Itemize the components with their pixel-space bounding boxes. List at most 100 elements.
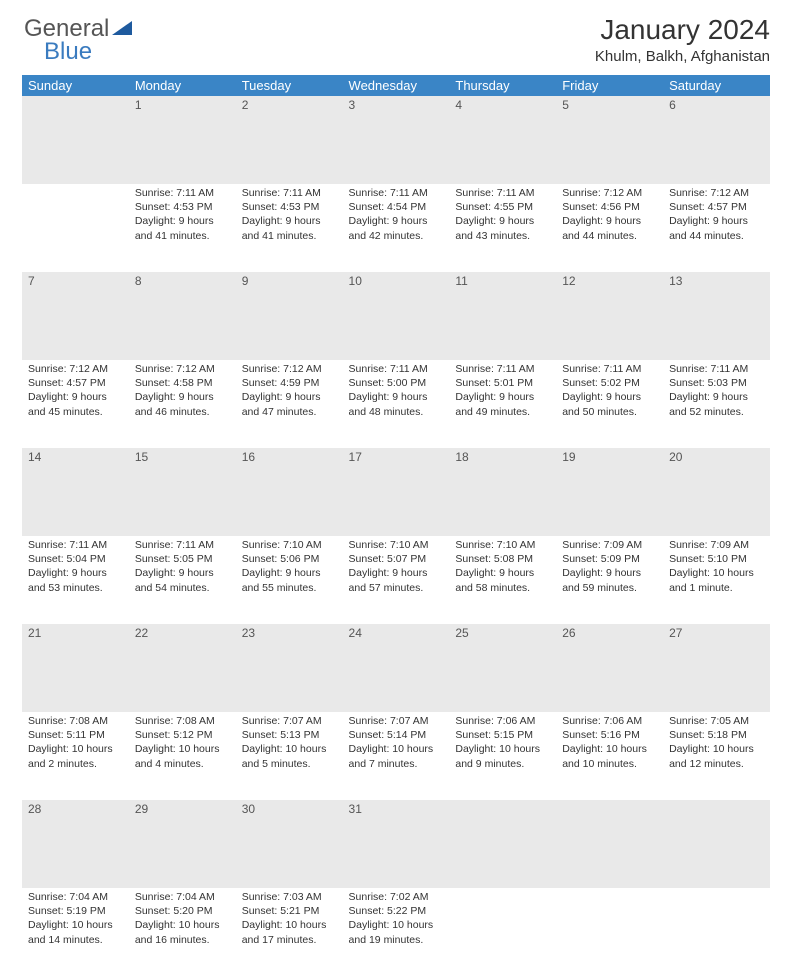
day-body: Sunrise: 7:11 AMSunset: 4:54 PMDaylight:… — [343, 184, 450, 249]
sunset-text: Sunset: 5:03 PM — [669, 376, 764, 390]
day-cell — [663, 888, 770, 976]
day-number: 9 — [236, 272, 343, 290]
sunrise-text: Sunrise: 7:04 AM — [135, 890, 230, 904]
day-cell: Sunrise: 7:08 AMSunset: 5:12 PMDaylight:… — [129, 712, 236, 800]
day-number — [22, 96, 129, 100]
day-cell: Sunrise: 7:06 AMSunset: 5:15 PMDaylight:… — [449, 712, 556, 800]
sunrise-text: Sunrise: 7:11 AM — [349, 362, 444, 376]
daylight-text: Daylight: 10 hours and 14 minutes. — [28, 918, 123, 946]
daylight-text: Daylight: 10 hours and 10 minutes. — [562, 742, 657, 770]
daylight-text: Daylight: 10 hours and 12 minutes. — [669, 742, 764, 770]
daylight-text: Daylight: 10 hours and 7 minutes. — [349, 742, 444, 770]
day-number: 19 — [556, 448, 663, 466]
sunset-text: Sunset: 5:00 PM — [349, 376, 444, 390]
day-number: 11 — [449, 272, 556, 290]
sunset-text: Sunset: 5:18 PM — [669, 728, 764, 742]
day-header: Friday — [556, 75, 663, 96]
sunrise-text: Sunrise: 7:03 AM — [242, 890, 337, 904]
daylight-text: Daylight: 9 hours and 44 minutes. — [562, 214, 657, 242]
sunrise-text: Sunrise: 7:04 AM — [28, 890, 123, 904]
day-number: 27 — [663, 624, 770, 642]
day-number: 26 — [556, 624, 663, 642]
day-cell: Sunrise: 7:12 AMSunset: 4:57 PMDaylight:… — [663, 184, 770, 272]
daylight-text: Daylight: 10 hours and 5 minutes. — [242, 742, 337, 770]
sunrise-text: Sunrise: 7:05 AM — [669, 714, 764, 728]
day-cell: Sunrise: 7:10 AMSunset: 5:08 PMDaylight:… — [449, 536, 556, 624]
day-number-cell: 17 — [343, 448, 450, 536]
page-title: January 2024 — [22, 14, 770, 46]
sunset-text: Sunset: 5:08 PM — [455, 552, 550, 566]
day-number: 7 — [22, 272, 129, 290]
sunset-text: Sunset: 5:16 PM — [562, 728, 657, 742]
week-body-row: Sunrise: 7:11 AMSunset: 4:53 PMDaylight:… — [22, 184, 770, 272]
day-body: Sunrise: 7:11 AMSunset: 5:01 PMDaylight:… — [449, 360, 556, 425]
sunset-text: Sunset: 5:02 PM — [562, 376, 657, 390]
day-cell: Sunrise: 7:02 AMSunset: 5:22 PMDaylight:… — [343, 888, 450, 976]
day-number: 21 — [22, 624, 129, 642]
day-number: 4 — [449, 96, 556, 114]
day-cell — [556, 888, 663, 976]
day-cell: Sunrise: 7:11 AMSunset: 4:55 PMDaylight:… — [449, 184, 556, 272]
day-cell: Sunrise: 7:04 AMSunset: 5:19 PMDaylight:… — [22, 888, 129, 976]
day-number: 16 — [236, 448, 343, 466]
daylight-text: Daylight: 9 hours and 41 minutes. — [242, 214, 337, 242]
day-number-cell: 6 — [663, 96, 770, 184]
day-body: Sunrise: 7:12 AMSunset: 4:56 PMDaylight:… — [556, 184, 663, 249]
day-body: Sunrise: 7:06 AMSunset: 5:15 PMDaylight:… — [449, 712, 556, 777]
day-number-cell: 31 — [343, 800, 450, 888]
daylight-text: Daylight: 10 hours and 9 minutes. — [455, 742, 550, 770]
day-number-cell: 22 — [129, 624, 236, 712]
day-cell: Sunrise: 7:04 AMSunset: 5:20 PMDaylight:… — [129, 888, 236, 976]
day-number: 25 — [449, 624, 556, 642]
sunrise-text: Sunrise: 7:08 AM — [28, 714, 123, 728]
day-body: Sunrise: 7:06 AMSunset: 5:16 PMDaylight:… — [556, 712, 663, 777]
day-number: 18 — [449, 448, 556, 466]
sunrise-text: Sunrise: 7:12 AM — [28, 362, 123, 376]
sunset-text: Sunset: 4:59 PM — [242, 376, 337, 390]
day-body: Sunrise: 7:11 AMSunset: 4:55 PMDaylight:… — [449, 184, 556, 249]
day-number-cell — [449, 800, 556, 888]
day-number — [556, 800, 663, 804]
sunset-text: Sunset: 5:07 PM — [349, 552, 444, 566]
day-number: 20 — [663, 448, 770, 466]
daylight-text: Daylight: 10 hours and 19 minutes. — [349, 918, 444, 946]
header: January 2024 Khulm, Balkh, Afghanistan — [22, 14, 770, 65]
sunset-text: Sunset: 5:12 PM — [135, 728, 230, 742]
day-header: Thursday — [449, 75, 556, 96]
sunrise-text: Sunrise: 7:02 AM — [349, 890, 444, 904]
sunrise-text: Sunrise: 7:12 AM — [135, 362, 230, 376]
day-body: Sunrise: 7:04 AMSunset: 5:20 PMDaylight:… — [129, 888, 236, 953]
sunrise-text: Sunrise: 7:08 AM — [135, 714, 230, 728]
day-body: Sunrise: 7:10 AMSunset: 5:06 PMDaylight:… — [236, 536, 343, 601]
day-body: Sunrise: 7:11 AMSunset: 5:05 PMDaylight:… — [129, 536, 236, 601]
sunset-text: Sunset: 4:54 PM — [349, 200, 444, 214]
day-body: Sunrise: 7:07 AMSunset: 5:13 PMDaylight:… — [236, 712, 343, 777]
sunset-text: Sunset: 5:15 PM — [455, 728, 550, 742]
week-body-row: Sunrise: 7:04 AMSunset: 5:19 PMDaylight:… — [22, 888, 770, 976]
day-number: 2 — [236, 96, 343, 114]
sunset-text: Sunset: 5:19 PM — [28, 904, 123, 918]
daylight-text: Daylight: 10 hours and 17 minutes. — [242, 918, 337, 946]
day-number: 31 — [343, 800, 450, 818]
day-number-cell: 14 — [22, 448, 129, 536]
day-cell: Sunrise: 7:11 AMSunset: 5:03 PMDaylight:… — [663, 360, 770, 448]
daylight-text: Daylight: 9 hours and 46 minutes. — [135, 390, 230, 418]
day-cell: Sunrise: 7:11 AMSunset: 4:53 PMDaylight:… — [236, 184, 343, 272]
week-body-row: Sunrise: 7:12 AMSunset: 4:57 PMDaylight:… — [22, 360, 770, 448]
daylight-text: Daylight: 9 hours and 44 minutes. — [669, 214, 764, 242]
day-number-cell: 1 — [129, 96, 236, 184]
day-header-row: Sunday Monday Tuesday Wednesday Thursday… — [22, 75, 770, 96]
day-number — [663, 800, 770, 804]
daylight-text: Daylight: 9 hours and 59 minutes. — [562, 566, 657, 594]
sunset-text: Sunset: 4:53 PM — [242, 200, 337, 214]
sunset-text: Sunset: 5:14 PM — [349, 728, 444, 742]
sunrise-text: Sunrise: 7:11 AM — [28, 538, 123, 552]
day-number-cell: 5 — [556, 96, 663, 184]
day-number-cell: 19 — [556, 448, 663, 536]
day-number-cell — [663, 800, 770, 888]
daylight-text: Daylight: 9 hours and 53 minutes. — [28, 566, 123, 594]
day-number: 13 — [663, 272, 770, 290]
day-number-cell: 30 — [236, 800, 343, 888]
day-body: Sunrise: 7:07 AMSunset: 5:14 PMDaylight:… — [343, 712, 450, 777]
day-cell: Sunrise: 7:11 AMSunset: 5:05 PMDaylight:… — [129, 536, 236, 624]
